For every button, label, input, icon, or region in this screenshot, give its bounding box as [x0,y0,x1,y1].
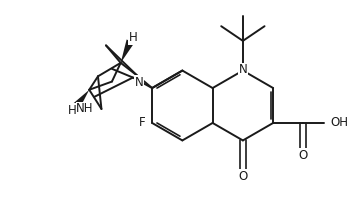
Text: N: N [239,63,247,76]
Text: O: O [238,170,248,183]
Polygon shape [73,90,89,109]
Text: OH: OH [330,116,348,130]
Text: N: N [135,76,144,89]
Text: F: F [139,116,146,130]
Polygon shape [121,39,134,63]
Text: O: O [298,149,307,162]
Text: H: H [129,31,137,44]
Text: NH: NH [76,103,94,115]
Text: H: H [68,104,77,116]
